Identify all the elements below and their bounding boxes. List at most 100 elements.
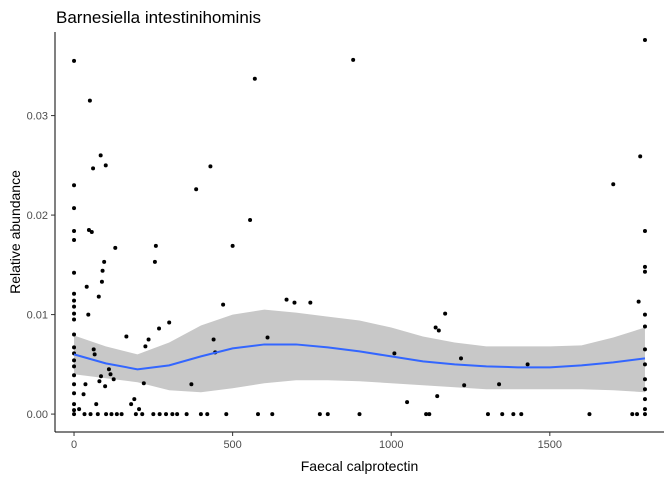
data-point [638,154,643,159]
data-point [511,412,516,417]
axis-ticks-layer: 0 500 1000 1500 0.00 0.01 0.02 0.03 [27,111,562,451]
data-point [424,412,429,417]
data-point [133,412,138,417]
data-point [525,362,530,367]
chart-title: Barnesiella intestinihominis [56,8,261,27]
data-point [500,412,505,417]
data-point [642,324,647,329]
smooth-line [73,343,646,371]
data-point [72,298,77,303]
data-point [72,332,77,337]
data-point [132,397,137,402]
data-point [211,337,216,342]
data-point [308,300,313,305]
data-point [497,382,502,387]
data-point [119,412,124,417]
y-tick-label: 0.01 [27,310,48,322]
x-tick-label: 0 [71,439,77,451]
data-point [81,392,86,397]
y-axis-title: Relative abundance [7,170,23,294]
data-point [72,237,77,242]
data-point [108,372,113,377]
data-point [642,229,647,233]
data-point [106,367,111,372]
data-point [77,407,82,412]
data-point [72,291,77,296]
data-point [642,312,647,317]
data-point [86,312,91,317]
data-point [143,344,148,349]
data-point [635,412,640,417]
data-point [103,163,108,168]
data-point [436,328,441,333]
data-point [98,374,103,379]
data-point [72,373,77,378]
data-point [72,206,77,211]
data-point [72,229,77,233]
data-point [485,412,490,417]
data-point [256,412,260,417]
data-point [153,243,158,248]
data-point [357,412,362,417]
data-point [642,377,647,382]
data-point [392,351,397,356]
data-point [157,326,162,331]
data-point [642,397,647,402]
data-point [72,58,77,63]
data-point [611,182,616,187]
data-point [642,269,647,274]
data-point [91,347,96,352]
data-point [221,302,226,307]
data-point [157,412,162,417]
data-point [95,412,100,417]
data-point [443,311,448,316]
data-point [642,412,647,417]
data-point [72,412,77,417]
data-point [113,245,118,250]
data-point [72,408,77,413]
data-point [405,400,410,405]
data-point [189,382,194,387]
data-point [111,377,116,382]
data-point [83,382,88,387]
data-point [642,264,647,269]
data-point [124,334,129,339]
data-point [72,183,77,188]
data-point [72,391,77,396]
data-point [141,381,146,386]
data-point [94,402,99,407]
y-tick-label: 0.03 [27,111,48,123]
data-point [151,412,156,417]
data-point [642,362,647,367]
data-point [152,259,157,264]
data-point [270,412,275,417]
data-point [459,356,463,361]
data-point [317,412,322,417]
data-point [91,166,96,171]
data-point [72,304,77,309]
data-point [72,270,77,275]
data-point [72,402,77,407]
data-point [325,412,330,417]
data-point [114,412,119,417]
data-point [82,412,87,417]
data-point [96,294,101,299]
data-point [230,243,235,248]
data-point [102,259,107,264]
data-point [87,98,92,103]
y-tick-label: 0.02 [27,210,48,222]
data-point [205,412,210,417]
data-point [519,412,524,417]
data-point [265,335,270,340]
x-axis-title: Faecal calprotectin [301,458,419,474]
data-point [104,412,109,417]
x-tick-label: 1000 [379,439,403,451]
data-point [642,37,647,42]
data-point [170,412,175,417]
data-point [248,218,253,223]
data-point [84,284,89,289]
data-point [642,387,647,392]
data-point [97,379,102,384]
data-point [99,279,104,284]
